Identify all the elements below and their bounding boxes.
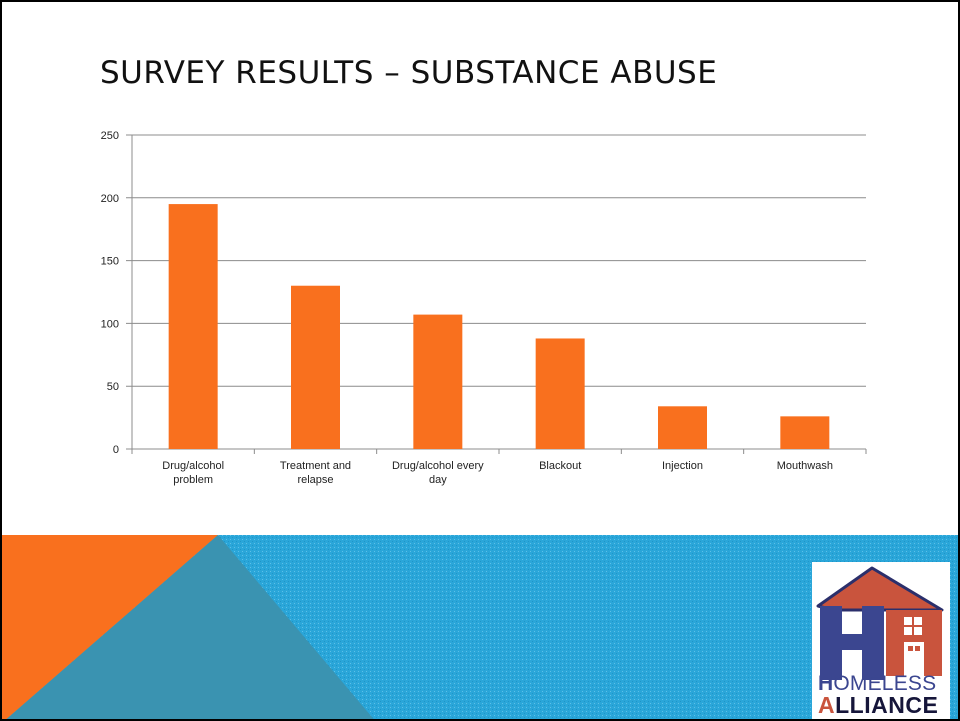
logo-word-lliance: LLIANCE	[835, 692, 939, 718]
x-tick-label: Mouthwash	[777, 460, 833, 472]
x-tick-label: Drug/alcohol	[162, 460, 224, 472]
x-tick-label: Drug/alcohol every	[392, 460, 484, 472]
bar	[658, 406, 707, 449]
bar	[535, 338, 585, 449]
y-tick-label: 250	[101, 130, 119, 142]
bar	[413, 314, 463, 449]
bar-chart: 0 50 100 150 200 250 Drug/alcohol problem Treatm…	[101, 130, 867, 486]
bar	[291, 285, 340, 449]
banner-teal-triangle	[6, 535, 374, 719]
y-tick-label: 100	[101, 318, 119, 330]
x-tick-label: Injection	[662, 460, 703, 472]
y-tick-label: 0	[113, 444, 119, 456]
y-tick-label: 50	[107, 381, 119, 393]
x-tick-label: relapse	[297, 474, 333, 486]
logo-wordmark: HOMELESS ALLIANCE	[818, 673, 938, 717]
logo-letter-h: H	[818, 672, 834, 695]
x-tick-label: Treatment and	[280, 460, 351, 472]
logo-letter-a: A	[818, 692, 836, 718]
decorative-banner	[2, 535, 958, 719]
banner-orange-triangle	[2, 535, 218, 719]
y-tick-label: 200	[101, 193, 119, 205]
logo-word-omeless: OMELESS	[833, 672, 937, 695]
x-tick-label: Blackout	[539, 460, 581, 472]
slide-title: SURVEY RESULTS – SUBSTANCE ABUSE	[100, 55, 718, 91]
bar	[780, 416, 830, 449]
x-tick-label: problem	[173, 474, 213, 486]
house-logo-icon	[816, 566, 944, 680]
x-tick-label: day	[429, 474, 447, 486]
bar	[168, 204, 218, 449]
homeless-alliance-logo: HOMELESS ALLIANCE	[812, 562, 950, 719]
y-tick-label: 150	[101, 256, 119, 268]
